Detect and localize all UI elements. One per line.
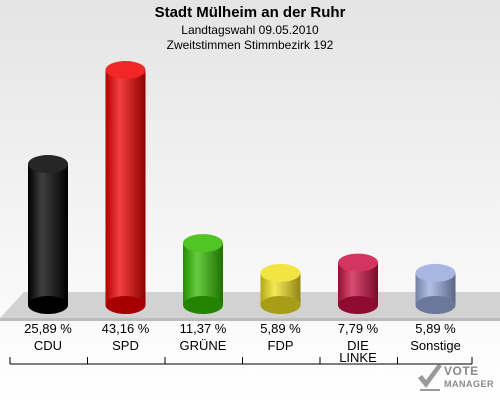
category-label: GRÜNE <box>180 338 227 353</box>
chart-title: Stadt Mülheim an der Ruhr <box>154 4 346 21</box>
bar-spd <box>105 61 146 314</box>
category-label: Sonstige <box>410 338 461 353</box>
value-label: 7,79 % <box>338 321 379 336</box>
bar-grüne <box>183 234 223 314</box>
bar-cdu <box>28 155 68 314</box>
logo-text-manager: MANAGER <box>444 379 494 389</box>
logo-text-vote: VOTE <box>444 364 479 378</box>
value-label: 5,89 % <box>260 321 301 336</box>
category-label: LINKE <box>339 350 377 365</box>
chart-floor-edge <box>0 318 500 321</box>
checkmark-icon <box>418 364 442 391</box>
bar-fdp <box>260 263 301 314</box>
value-label: 43,16 % <box>102 321 150 336</box>
value-label: 11,37 % <box>180 321 227 336</box>
value-label: 25,89 % <box>24 321 72 336</box>
category-label: SPD <box>112 338 139 353</box>
bar-die-linke <box>338 253 378 314</box>
category-label: FDP <box>268 338 294 353</box>
category-label: DIE <box>347 338 369 353</box>
vote-manager-logo: VOTE MANAGER <box>414 362 494 396</box>
chart-subtitle-district: Zweitstimmen Stimmbezirk 192 <box>166 38 334 52</box>
category-label: CDU <box>34 338 62 353</box>
bar-sonstige <box>415 263 456 314</box>
value-label: 5,89 % <box>415 321 456 336</box>
chart-subtitle-election: Landtagswahl 09.05.2010 <box>181 23 319 37</box>
